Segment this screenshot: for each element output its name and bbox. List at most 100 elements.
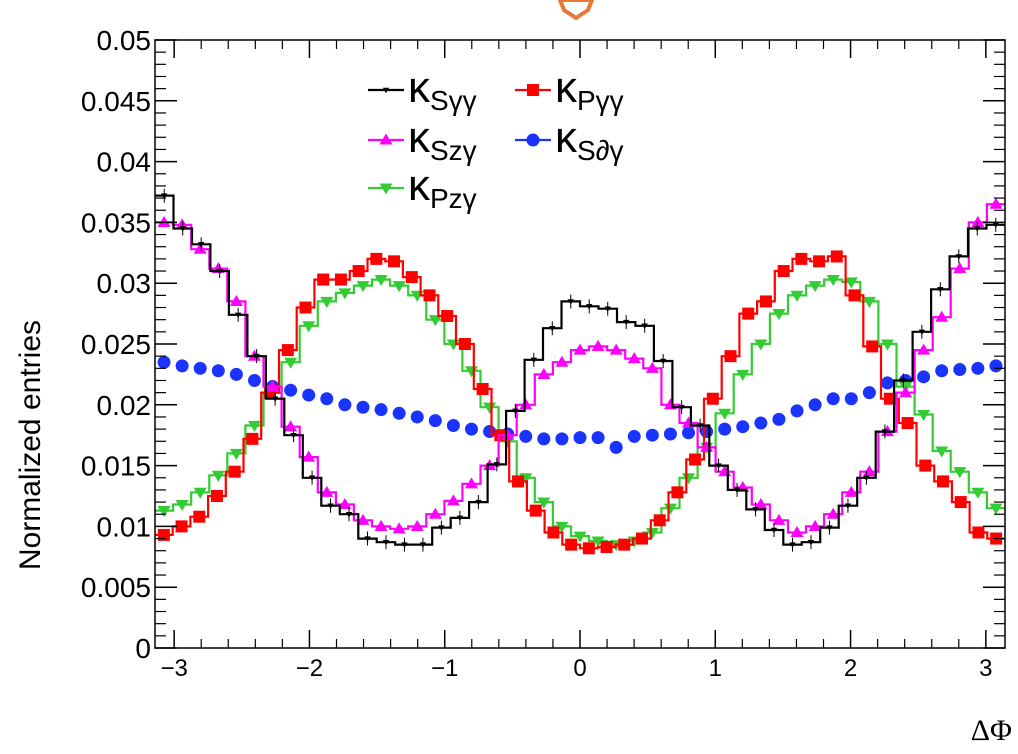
data-point: [696, 423, 704, 429]
data-point: [808, 281, 822, 293]
data-point: [754, 339, 768, 351]
data-point: [193, 487, 207, 499]
x-tick-label: 2: [844, 655, 857, 682]
data-point: [901, 417, 914, 430]
legend-label: κSzγ: [408, 113, 477, 166]
data-point: [659, 358, 667, 365]
data-point: [772, 309, 786, 321]
legend-entry: κS∂γ: [515, 113, 624, 166]
data-point: [971, 487, 985, 499]
data-point: [458, 338, 471, 350]
data-point: [789, 542, 796, 548]
data-point: [718, 422, 732, 436]
data-point: [862, 386, 876, 400]
legend-label: κSγγ: [408, 63, 477, 116]
data-point: [216, 268, 223, 275]
data-point: [627, 352, 641, 364]
data-point: [609, 343, 623, 355]
data-point: [519, 398, 533, 410]
legend-marker: [382, 87, 390, 94]
data-point: [356, 281, 370, 293]
x-axis-title: ΔΦ: [971, 714, 1012, 747]
data-point: [555, 432, 569, 446]
data-point: [493, 462, 501, 468]
data-point: [682, 426, 696, 440]
data-point: [972, 526, 985, 539]
data-point: [529, 504, 542, 517]
data-point: [689, 453, 702, 466]
logo-mark-icon: [557, 0, 595, 21]
data-point: [671, 486, 684, 499]
data-point: [953, 262, 967, 274]
data-point: [320, 485, 334, 497]
data-point: [937, 287, 944, 293]
data-point: [302, 321, 316, 333]
data-point: [320, 296, 334, 308]
legend-entry: κPγγ: [515, 63, 624, 116]
data-point: [284, 383, 298, 397]
data-point: [826, 392, 840, 406]
data-point: [327, 503, 334, 509]
series-3: [155, 250, 1005, 555]
data-point: [971, 215, 985, 227]
data-point: [678, 404, 685, 411]
y-tick-label: 0.005: [81, 572, 151, 603]
data-point: [881, 429, 889, 435]
y-tick-label: 0.045: [81, 86, 151, 117]
data-point: [733, 487, 741, 494]
data-point: [405, 271, 418, 284]
data-point: [808, 398, 822, 412]
data-point: [456, 515, 464, 522]
data-point: [953, 363, 967, 377]
data-point: [302, 388, 316, 402]
y-tick-label: 0.02: [97, 390, 152, 421]
data-point: [364, 536, 371, 542]
legend-marker: [379, 133, 393, 145]
data-point: [866, 340, 879, 353]
data-point: [392, 522, 406, 534]
series-step-line: [155, 255, 1005, 550]
data-point: [193, 242, 207, 254]
data-point: [537, 367, 551, 379]
y-tick-label: 0.03: [97, 268, 152, 299]
data-point: [900, 378, 907, 384]
data-point: [175, 520, 188, 533]
data-point: [645, 527, 659, 539]
y-tick-label: 0.035: [81, 207, 151, 238]
data-point: [374, 275, 388, 287]
series-0: [155, 188, 1005, 552]
data-point: [953, 467, 967, 479]
data-point: [229, 448, 243, 460]
data-point: [772, 412, 786, 426]
y-tick-label: 0.01: [97, 511, 152, 542]
legend-label: κPγγ: [555, 63, 624, 116]
data-point: [228, 465, 241, 478]
data-point: [790, 404, 804, 418]
data-point: [308, 475, 316, 481]
data-point: [777, 265, 790, 278]
data-point: [808, 519, 822, 531]
data-point: [229, 367, 243, 381]
data-point: [483, 402, 497, 414]
data-point: [410, 410, 424, 424]
data-point: [844, 392, 858, 406]
series-1: [155, 197, 1005, 538]
data-point: [573, 431, 587, 445]
data-point: [645, 428, 659, 442]
plot-area: [155, 188, 1005, 555]
data-point: [229, 294, 243, 306]
data-point: [573, 343, 587, 355]
data-point: [211, 470, 225, 482]
data-point: [591, 536, 605, 548]
y-axis-title: Normalized entries: [14, 320, 47, 570]
data-point: [193, 361, 207, 375]
data-point: [736, 420, 750, 434]
data-point: [464, 477, 478, 489]
data-point: [641, 323, 648, 329]
data-point: [320, 392, 334, 406]
data-point: [271, 396, 279, 402]
data-point: [299, 301, 312, 314]
